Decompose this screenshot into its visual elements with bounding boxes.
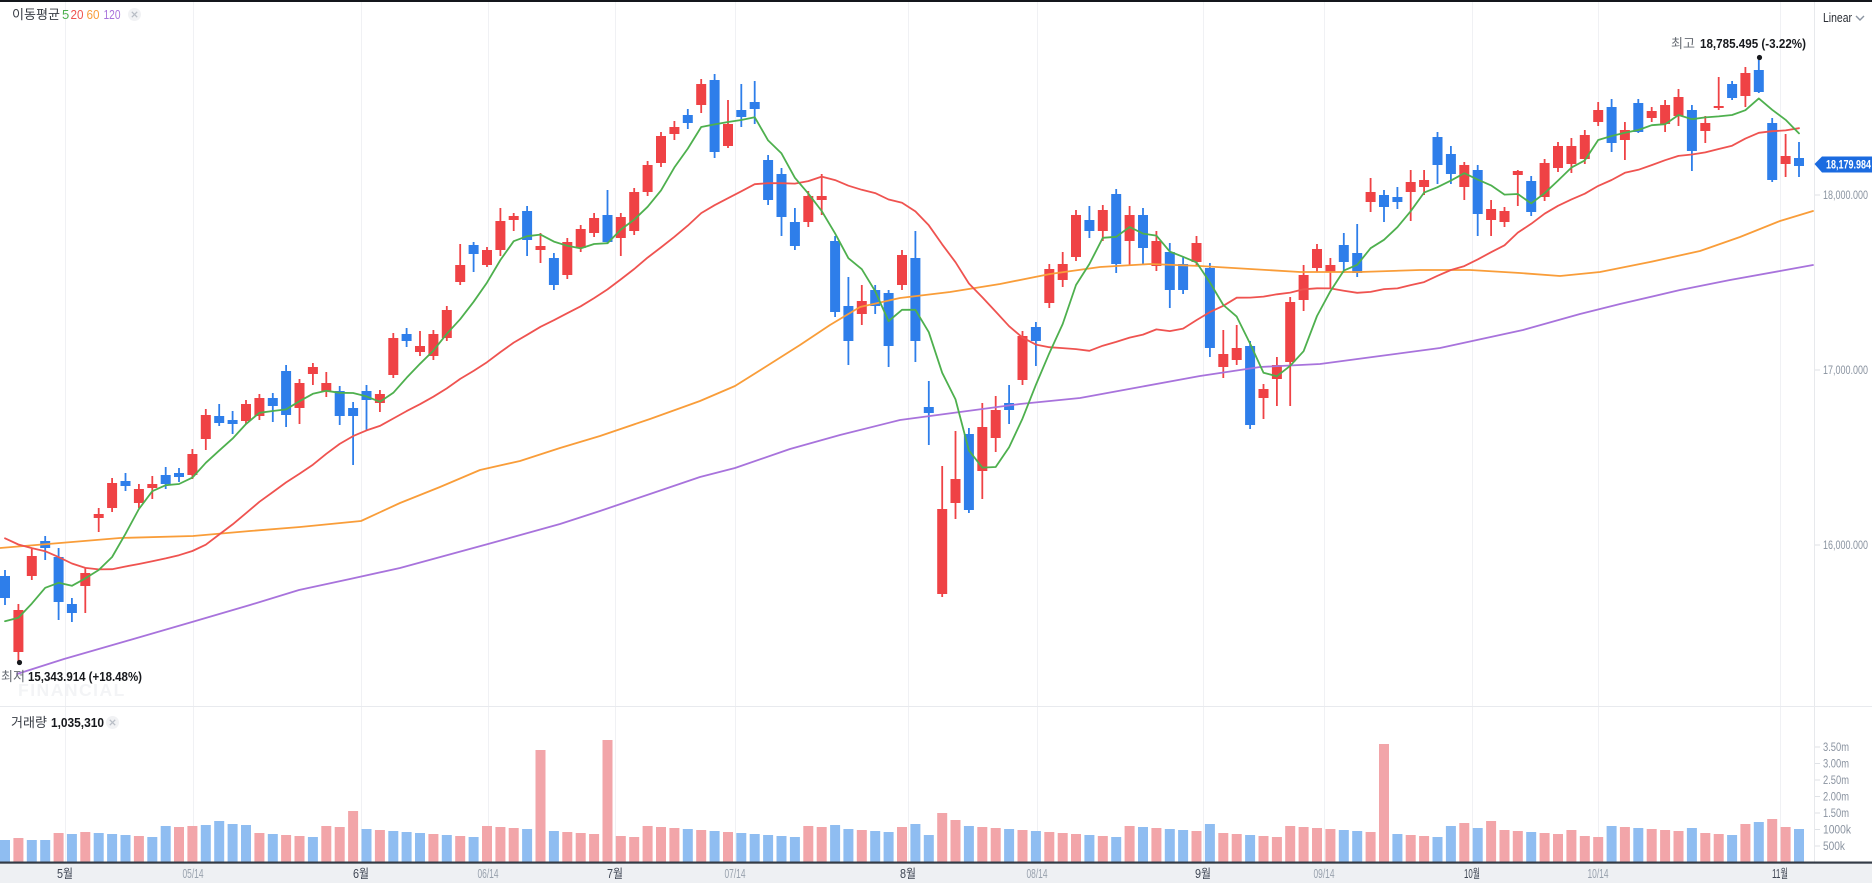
- svg-text:09/14: 09/14: [1314, 867, 1335, 881]
- svg-text:거래량: 거래량: [11, 715, 47, 730]
- svg-text:3.00m: 3.00m: [1823, 759, 1849, 771]
- svg-text:18,000.000: 18,000.000: [1823, 190, 1868, 202]
- svg-text:1.50m: 1.50m: [1823, 808, 1849, 820]
- svg-text:15,343.914 (+18.48%): 15,343.914 (+18.48%): [28, 669, 142, 684]
- svg-text:07/14: 07/14: [725, 867, 746, 881]
- svg-text:60: 60: [87, 7, 100, 22]
- svg-text:6월: 6월: [353, 867, 369, 881]
- svg-text:16,000.000: 16,000.000: [1823, 540, 1868, 552]
- svg-text:최저: 최저: [1, 669, 25, 684]
- svg-text:120: 120: [104, 7, 121, 22]
- svg-text:5월: 5월: [57, 867, 73, 881]
- svg-text:최고: 최고: [1671, 36, 1695, 51]
- svg-text:10월: 10월: [1464, 867, 1480, 881]
- svg-text:20: 20: [71, 7, 84, 22]
- svg-text:이동평균: 이동평균: [12, 7, 60, 22]
- svg-text:17,000.000: 17,000.000: [1823, 365, 1868, 377]
- svg-text:11월: 11월: [1772, 867, 1788, 881]
- svg-text:18,785.495 (-3.22%): 18,785.495 (-3.22%): [1700, 36, 1806, 51]
- svg-text:7월: 7월: [607, 867, 623, 881]
- svg-text:06/14: 06/14: [478, 867, 499, 881]
- svg-text:18,179.984: 18,179.984: [1826, 160, 1871, 172]
- svg-text:3.50m: 3.50m: [1823, 742, 1849, 754]
- svg-text:2.50m: 2.50m: [1823, 775, 1849, 787]
- svg-text:2.00m: 2.00m: [1823, 792, 1849, 804]
- svg-text:9월: 9월: [1195, 867, 1211, 881]
- svg-text:5: 5: [62, 7, 69, 22]
- svg-text:10/14: 10/14: [1588, 867, 1609, 881]
- svg-text:08/14: 08/14: [1027, 867, 1048, 881]
- svg-text:500k: 500k: [1823, 841, 1845, 853]
- svg-text:FINANCIAL: FINANCIAL: [18, 680, 126, 700]
- svg-text:8월: 8월: [900, 867, 916, 881]
- svg-text:1000k: 1000k: [1823, 825, 1851, 837]
- svg-text:1,035,310: 1,035,310: [51, 715, 104, 730]
- svg-text:Linear: Linear: [1823, 10, 1853, 25]
- svg-text:05/14: 05/14: [183, 867, 204, 881]
